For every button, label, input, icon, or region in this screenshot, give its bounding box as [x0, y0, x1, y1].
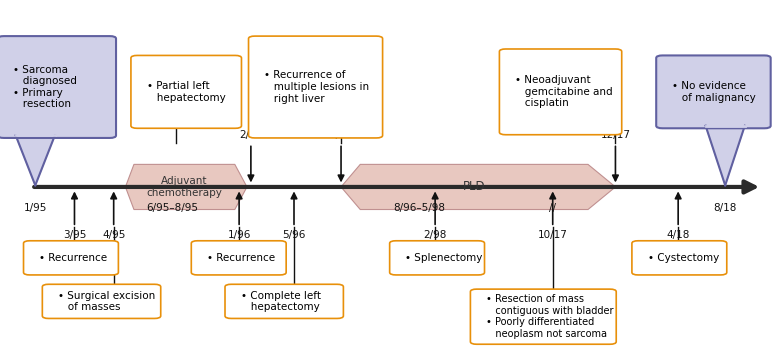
- FancyBboxPatch shape: [42, 284, 161, 318]
- Text: 4/95: 4/95: [102, 230, 125, 240]
- Text: • Partial left
   hepatectomy: • Partial left hepatectomy: [147, 81, 225, 103]
- Polygon shape: [341, 164, 615, 209]
- Text: • Neoadjuvant
   gemcitabine and
   cisplatin: • Neoadjuvant gemcitabine and cisplatin: [515, 75, 613, 108]
- Text: 2/98: 2/98: [423, 230, 447, 240]
- FancyBboxPatch shape: [225, 284, 343, 318]
- Text: 8/96–5/98: 8/96–5/98: [394, 203, 445, 213]
- Text: 2/96: 2/96: [239, 130, 263, 140]
- Text: 7/96: 7/96: [329, 130, 353, 140]
- Text: 1/95: 1/95: [24, 203, 47, 213]
- FancyBboxPatch shape: [24, 241, 118, 275]
- Text: Adjuvant
chemotherapy: Adjuvant chemotherapy: [147, 176, 223, 198]
- FancyBboxPatch shape: [0, 36, 116, 138]
- FancyBboxPatch shape: [249, 36, 383, 138]
- Text: • Cystectomy: • Cystectomy: [648, 253, 719, 263]
- Polygon shape: [706, 126, 745, 185]
- Text: 4/18: 4/18: [666, 230, 690, 240]
- FancyBboxPatch shape: [632, 241, 727, 275]
- Text: • Splenectomy: • Splenectomy: [405, 253, 483, 263]
- FancyBboxPatch shape: [191, 241, 286, 275]
- Text: • Resection of mass
   contiguous with bladder
• Poorly differentiated
   neopla: • Resection of mass contiguous with blad…: [486, 294, 614, 339]
- Text: PLD: PLD: [463, 180, 485, 193]
- FancyBboxPatch shape: [499, 49, 622, 135]
- Text: 8/18: 8/18: [713, 203, 737, 213]
- Text: 3/95: 3/95: [63, 230, 86, 240]
- Polygon shape: [16, 135, 55, 185]
- Text: 5/96: 5/96: [282, 230, 306, 240]
- Text: 1/96: 1/96: [227, 230, 251, 240]
- Text: 6/95–8/95: 6/95–8/95: [147, 203, 198, 213]
- Text: • Recurrence of
   multiple lesions in
   right liver: • Recurrence of multiple lesions in righ…: [264, 70, 369, 104]
- Text: //: //: [550, 203, 556, 213]
- Text: 12/17: 12/17: [601, 130, 630, 140]
- Polygon shape: [125, 164, 247, 209]
- FancyBboxPatch shape: [390, 241, 485, 275]
- FancyBboxPatch shape: [656, 56, 771, 128]
- Text: • No evidence
   of malignancy: • No evidence of malignancy: [672, 81, 756, 103]
- Text: 10/17: 10/17: [538, 230, 568, 240]
- FancyBboxPatch shape: [470, 289, 616, 344]
- Text: • Surgical excision
   of masses: • Surgical excision of masses: [58, 291, 155, 312]
- Text: • Sarcoma
   diagnosed
• Primary
   resection: • Sarcoma diagnosed • Primary resection: [13, 65, 77, 109]
- FancyBboxPatch shape: [131, 56, 241, 128]
- Text: • Complete left
   hepatectomy: • Complete left hepatectomy: [241, 291, 321, 312]
- Text: • Recurrence: • Recurrence: [207, 253, 275, 263]
- Text: • Recurrence: • Recurrence: [39, 253, 107, 263]
